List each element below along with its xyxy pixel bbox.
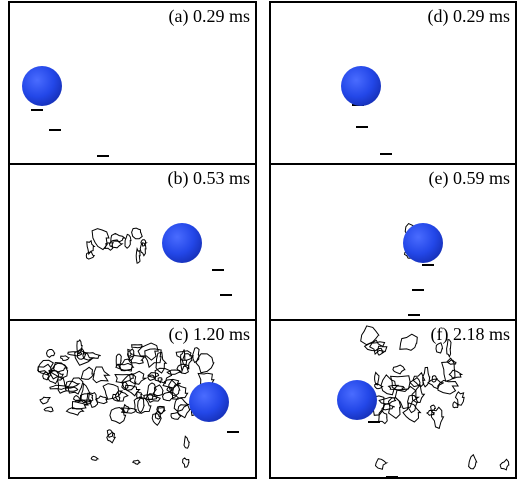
sphere (162, 223, 202, 263)
sphere (189, 382, 229, 422)
panel-label: (d) 0.29 ms (428, 6, 511, 27)
panel-label: (b) 0.53 ms (168, 168, 251, 189)
panel: (e) 0.59 ms (270, 164, 516, 320)
figure: (a) 0.29 ms (b) 0.53 ms (c) 1.20 ms (d) 0.2… (0, 0, 518, 481)
panel: (d) 0.29 ms (270, 2, 516, 164)
sphere (341, 66, 381, 106)
panel-label: (f) 2.18 ms (431, 324, 511, 345)
sphere (22, 66, 62, 106)
panel: (c) 1.20 ms (9, 320, 256, 478)
panel: (b) 0.53 ms (9, 164, 256, 320)
panel: (f) 2.18 ms (270, 320, 516, 478)
panel: (a) 0.29 ms (9, 2, 256, 164)
panel-label: (a) 0.29 ms (169, 6, 250, 27)
page: {"panels": [ {"label": "(a) 0.29 ms"}, {… (0, 0, 518, 481)
sphere (337, 380, 377, 420)
panel-label: (c) 1.20 ms (169, 324, 250, 345)
panel-frame (270, 2, 516, 164)
panel-label: (e) 0.59 ms (429, 168, 510, 189)
sphere (403, 223, 443, 263)
